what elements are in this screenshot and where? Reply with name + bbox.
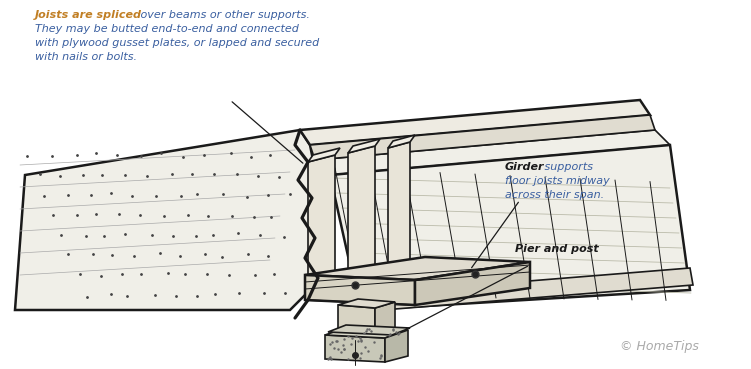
Text: Girder: Girder [505,162,544,172]
Polygon shape [330,145,690,310]
Polygon shape [388,142,410,278]
Polygon shape [328,325,410,335]
Polygon shape [300,100,650,145]
Polygon shape [348,146,375,285]
Polygon shape [308,148,340,162]
Polygon shape [355,268,693,312]
Polygon shape [305,257,530,280]
Polygon shape [375,302,395,335]
Text: They may be butted end-to-end and connected: They may be butted end-to-end and connec… [35,24,299,34]
Polygon shape [310,115,655,160]
Polygon shape [308,155,335,292]
Text: supports: supports [541,162,593,172]
Text: floor joists midway: floor joists midway [505,176,610,186]
Polygon shape [338,305,375,335]
Text: with plywood gusset plates, or lapped and secured: with plywood gusset plates, or lapped an… [35,38,319,48]
Polygon shape [305,275,415,305]
Polygon shape [385,330,408,362]
Polygon shape [348,139,380,153]
Polygon shape [388,135,415,148]
Text: Joists are spliced: Joists are spliced [35,10,142,20]
Text: across their span.: across their span. [505,190,604,200]
Text: over beams or other supports.: over beams or other supports. [137,10,310,20]
Polygon shape [15,130,320,310]
Polygon shape [415,262,530,305]
Polygon shape [338,299,395,308]
Text: Pier and post: Pier and post [515,244,599,254]
Text: © HomeTips: © HomeTips [620,340,699,353]
Polygon shape [325,335,385,362]
Polygon shape [325,327,408,338]
Polygon shape [315,130,670,175]
Text: with nails or bolts.: with nails or bolts. [35,52,137,62]
